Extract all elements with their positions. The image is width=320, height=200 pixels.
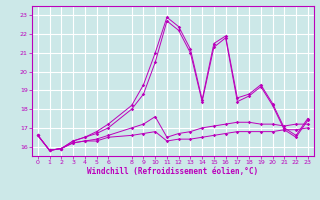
X-axis label: Windchill (Refroidissement éolien,°C): Windchill (Refroidissement éolien,°C)	[87, 167, 258, 176]
